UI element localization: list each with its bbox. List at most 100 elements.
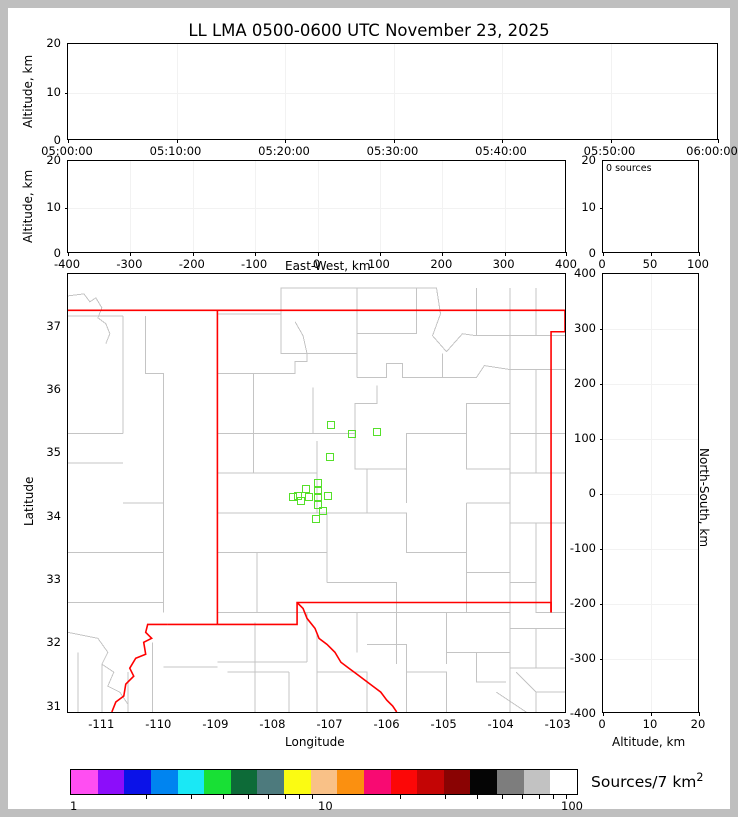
panel-altitude-histogram[interactable]: 0 sources <box>599 160 700 256</box>
tick <box>216 712 217 713</box>
gridline <box>603 384 698 385</box>
lma-source-marker <box>319 507 328 516</box>
axis-title-north-south: North-South, km <box>697 448 711 548</box>
colorbar-ticks <box>70 769 578 799</box>
ytick-label: 32 <box>46 635 61 650</box>
tick <box>651 252 652 256</box>
colorbar-swatch <box>124 770 151 794</box>
ytick-label: 33 <box>46 571 61 586</box>
colorbar[interactable] <box>70 769 578 795</box>
colorbar-swatch <box>71 770 98 794</box>
tick <box>610 139 612 143</box>
lma-source-marker <box>288 493 297 502</box>
gridline <box>379 161 381 252</box>
colorbar-tick-label-mid: 10 <box>318 799 333 813</box>
colorbar-minor-tick <box>222 795 224 799</box>
axis-title-longitude: Longitude <box>285 735 345 749</box>
colorbar-minor-tick <box>312 795 314 799</box>
colorbar-minor-tick <box>400 795 402 799</box>
axis-title-altitude: Altitude, km <box>21 54 35 128</box>
tick <box>599 604 603 605</box>
lma-source-marker <box>313 487 322 496</box>
xtick-label: 0 <box>598 717 606 731</box>
xtick-label: 05:30:00 <box>366 144 419 158</box>
colorbar-minor-tick <box>501 795 503 799</box>
gridline <box>610 44 612 139</box>
ytick-label: 35 <box>46 445 61 460</box>
xtick-label: 05:20:00 <box>258 144 310 158</box>
page-title: LL LMA 0500-0600 UTC November 23, 2025 <box>188 21 550 40</box>
xtick-label: -107 <box>316 717 343 731</box>
tick <box>599 329 603 330</box>
xtick-label: -103 <box>544 717 571 731</box>
gridline <box>442 161 444 252</box>
gridline <box>603 549 698 550</box>
colorbar-swatch <box>204 770 231 794</box>
colorbar-swatch <box>470 770 497 794</box>
xtick-label: -108 <box>259 717 286 731</box>
lma-source-marker <box>311 515 320 523</box>
lma-source-marker <box>304 493 313 502</box>
xtick-label: 200 <box>430 257 453 271</box>
panel-time-height[interactable] <box>64 43 719 143</box>
panel-northsouth-altitude[interactable] <box>599 273 700 716</box>
colorbar-minor-tick <box>247 795 249 799</box>
gridline <box>502 44 503 139</box>
colorbar-minor-tick <box>553 795 555 799</box>
ytick-label: 37 <box>46 318 61 333</box>
gridline <box>603 659 698 660</box>
axis-title-altitude: Altitude, km <box>21 169 35 243</box>
colorbar-swatch <box>497 770 524 794</box>
tick <box>64 207 68 209</box>
ytick-label: 0 <box>588 246 596 260</box>
xtick-label: -110 <box>145 717 172 731</box>
xtick-label: 300 <box>492 257 515 271</box>
tick <box>379 252 381 256</box>
ytick-label: 20 <box>46 153 61 167</box>
tick <box>67 707 68 708</box>
ytick-label: 0 <box>53 246 61 260</box>
ytick-label: 10 <box>46 84 61 99</box>
xtick-label: 05:40:00 <box>475 144 527 158</box>
panel-eastwest-height[interactable] <box>64 160 567 256</box>
panel-plan-view-map[interactable] <box>67 273 566 713</box>
colorbar-swatch <box>417 770 444 794</box>
ytick-label: 10 <box>46 199 61 214</box>
colorbar-swatch <box>257 770 284 794</box>
lma-source-marker <box>348 429 356 438</box>
tick <box>176 139 178 143</box>
xtick-label: 06:00:00 <box>686 144 738 158</box>
tick <box>64 92 68 94</box>
tick <box>285 139 286 143</box>
tick <box>718 139 719 143</box>
tick <box>67 390 68 391</box>
gridline <box>393 44 395 139</box>
colorbar-tick-label-min: 1 <box>70 799 78 813</box>
tick <box>599 207 603 209</box>
ytick-label: -400 <box>569 706 596 720</box>
colorbar-swatch <box>550 770 577 794</box>
tick <box>192 252 194 256</box>
tick <box>67 580 68 581</box>
tick <box>599 549 603 550</box>
xtick-label: -100 <box>241 257 268 271</box>
xtick-label: -300 <box>116 257 143 271</box>
colorbar-minor-tick <box>299 795 301 799</box>
ytick-label: 34 <box>46 508 61 523</box>
xtick-label: 10 <box>642 717 658 731</box>
tick <box>67 453 68 454</box>
lma-source-markers-layer <box>68 274 565 712</box>
tick <box>102 712 103 713</box>
ytick-label: 20 <box>46 36 61 50</box>
gridline <box>317 161 319 252</box>
colorbar-minor-tick <box>566 795 568 799</box>
tick <box>68 252 69 256</box>
colorbar-swatch <box>310 770 338 794</box>
colorbar-minor-tick <box>521 795 523 799</box>
ytick-label: 300 <box>574 321 596 335</box>
lma-source-marker <box>313 501 322 510</box>
xtick-label: 05:00:00 <box>41 144 93 158</box>
tick <box>67 643 68 644</box>
tick <box>67 327 68 328</box>
colorbar-minor-tick <box>146 795 148 799</box>
